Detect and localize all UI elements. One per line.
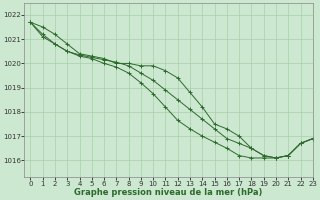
X-axis label: Graphe pression niveau de la mer (hPa): Graphe pression niveau de la mer (hPa) [74,188,263,197]
